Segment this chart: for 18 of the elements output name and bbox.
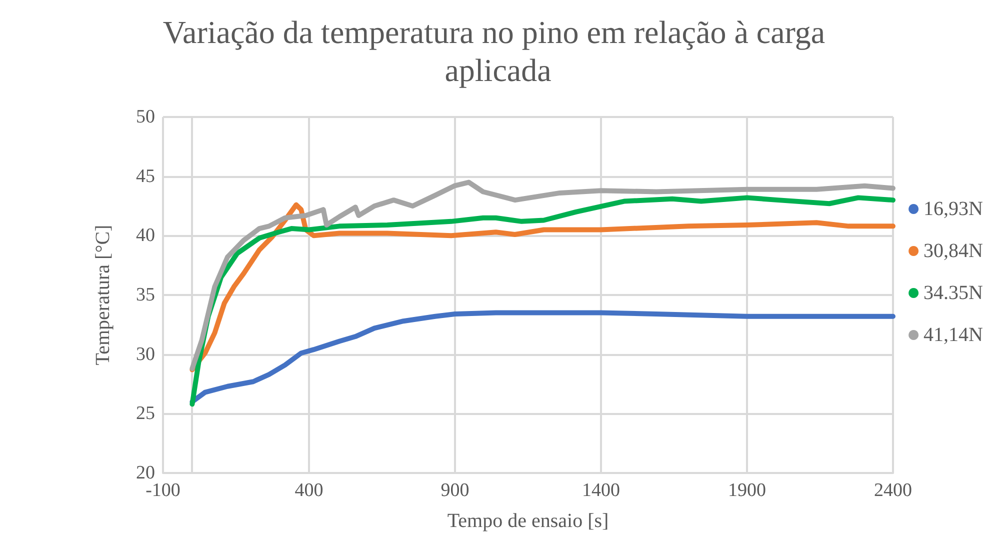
y-axis-title: Temperatura [°C]	[92, 224, 114, 366]
legend-label: 30,84N	[924, 240, 984, 262]
x-tick-label: 2400	[874, 480, 912, 501]
y-tick-label: 45	[136, 166, 155, 187]
y-tick-label: 40	[136, 225, 155, 246]
chart-title: Variação da temperatura no pino em relação à carga aplicada	[162, 14, 834, 88]
legend-label: 16,93N	[924, 198, 984, 220]
y-tick-label: 30	[136, 344, 155, 365]
y-tick-label: 35	[136, 284, 155, 306]
x-tick-label: 400	[294, 480, 324, 501]
x-tick-label: 1400	[582, 480, 620, 501]
x-tick-label: 1900	[728, 480, 766, 501]
legend-label: 41,14N	[924, 324, 984, 346]
x-axis-title: Tempo de ensaio [s]	[447, 510, 609, 532]
x-tick-label: 900	[440, 480, 470, 501]
y-tick-label: 25	[136, 403, 155, 424]
y-tick-label: 50	[136, 106, 155, 128]
legend-label: 34.35N	[924, 282, 984, 304]
